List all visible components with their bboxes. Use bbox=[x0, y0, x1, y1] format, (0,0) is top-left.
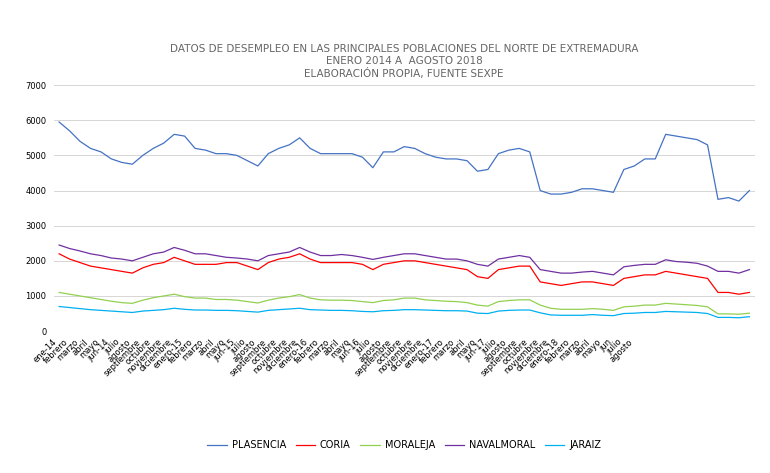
NAVALMORAL bbox=[55, 242, 64, 248]
MORALEJA bbox=[735, 311, 744, 317]
CORIA bbox=[745, 289, 754, 295]
CORIA bbox=[692, 274, 701, 280]
Legend: PLASENCIA, CORIA, MORALEJA, NAVALMORAL, JARAIZ: PLASENCIA, CORIA, MORALEJA, NAVALMORAL, … bbox=[203, 437, 605, 454]
JARAIZ bbox=[578, 313, 587, 318]
Line: JARAIZ: JARAIZ bbox=[59, 307, 749, 318]
MORALEJA bbox=[159, 293, 169, 299]
JARAIZ bbox=[735, 315, 744, 321]
PLASENCIA bbox=[138, 153, 147, 158]
NAVALMORAL bbox=[609, 272, 618, 278]
JARAIZ bbox=[692, 310, 701, 315]
MORALEJA bbox=[337, 298, 346, 303]
JARAIZ bbox=[745, 314, 754, 320]
MORALEJA bbox=[368, 300, 377, 306]
CORIA bbox=[735, 291, 744, 297]
CORIA bbox=[337, 260, 346, 265]
JARAIZ bbox=[55, 304, 64, 309]
NAVALMORAL bbox=[159, 249, 169, 255]
PLASENCIA bbox=[692, 137, 701, 142]
MORALEJA bbox=[55, 289, 64, 295]
NAVALMORAL bbox=[138, 254, 147, 260]
Line: MORALEJA: MORALEJA bbox=[59, 292, 749, 314]
NAVALMORAL bbox=[368, 256, 377, 262]
JARAIZ bbox=[337, 307, 346, 313]
CORIA bbox=[159, 260, 169, 265]
Line: CORIA: CORIA bbox=[59, 254, 749, 294]
NAVALMORAL bbox=[745, 267, 754, 272]
CORIA bbox=[55, 251, 64, 257]
JARAIZ bbox=[368, 309, 377, 315]
JARAIZ bbox=[138, 308, 147, 314]
PLASENCIA bbox=[578, 186, 587, 192]
Title: DATOS DE DESEMPLEO EN LAS PRINCIPALES POBLACIONES DEL NORTE DE EXTREMADURA
ENERO: DATOS DE DESEMPLEO EN LAS PRINCIPALES PO… bbox=[170, 44, 638, 79]
CORIA bbox=[368, 267, 377, 272]
MORALEJA bbox=[692, 303, 701, 308]
PLASENCIA bbox=[159, 140, 169, 146]
MORALEJA bbox=[138, 298, 147, 303]
CORIA bbox=[138, 265, 147, 271]
CORIA bbox=[578, 279, 587, 285]
Line: PLASENCIA: PLASENCIA bbox=[59, 122, 749, 201]
Line: NAVALMORAL: NAVALMORAL bbox=[59, 245, 749, 275]
MORALEJA bbox=[745, 310, 754, 316]
PLASENCIA bbox=[337, 151, 346, 157]
PLASENCIA bbox=[735, 198, 744, 204]
PLASENCIA bbox=[55, 119, 64, 125]
JARAIZ bbox=[159, 307, 169, 313]
NAVALMORAL bbox=[703, 263, 712, 269]
MORALEJA bbox=[578, 307, 587, 312]
PLASENCIA bbox=[745, 188, 754, 193]
NAVALMORAL bbox=[578, 269, 587, 275]
NAVALMORAL bbox=[337, 252, 346, 257]
PLASENCIA bbox=[368, 165, 377, 171]
